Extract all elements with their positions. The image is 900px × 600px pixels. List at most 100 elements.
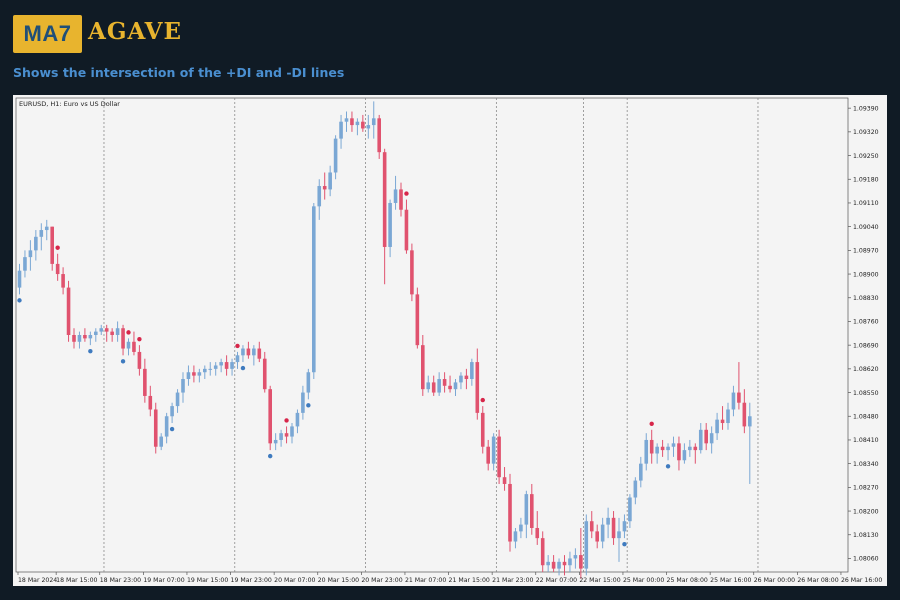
candle-body: [377, 118, 381, 153]
candle-body: [371, 118, 376, 126]
candle-body: [611, 517, 616, 539]
candle-body: [72, 335, 76, 342]
candle-body: [301, 392, 305, 413]
candlestick-chart[interactable]: EURUSD, H1: Euro vs US Dollar 1.093901.0…: [13, 95, 887, 586]
price-axis: 1.09390 1.09320 1.09250 1.09180 1.09110 1.090…: [848, 105, 879, 563]
time-tick-label: 20 Mar 07:00: [274, 577, 315, 584]
brand-badge-text: MA7: [23, 21, 72, 46]
brand-badge: MA7: [13, 15, 82, 53]
candle-body: [192, 372, 196, 376]
candle-body: [530, 494, 534, 528]
candle-body: [480, 412, 485, 447]
candle-body: [491, 436, 496, 464]
price-tick-label: 1.09110: [853, 200, 879, 207]
time-tick-label: 26 Mar 16:00: [841, 577, 882, 584]
candle-body: [382, 152, 387, 247]
time-tick-label: 18 Mar 2024: [18, 577, 57, 584]
candle-body: [649, 439, 654, 454]
candle-body: [224, 362, 229, 369]
candle-body: [235, 355, 240, 363]
candle-body: [453, 382, 458, 390]
signal-dot-up: [268, 453, 273, 459]
time-tick-label: 26 Mar 00:00: [754, 577, 795, 584]
candle-body: [426, 382, 431, 390]
candle-body: [339, 121, 343, 139]
candle-body: [273, 439, 278, 444]
candle-body: [317, 186, 322, 207]
candle-body: [731, 392, 736, 410]
price-tick-label: 1.08760: [853, 319, 879, 326]
signal-dot-down: [235, 343, 240, 349]
candle-body: [606, 517, 610, 525]
candle-body: [17, 270, 22, 288]
price-tick-label: 1.08970: [853, 248, 879, 255]
candle-body: [486, 446, 490, 464]
candle-body: [742, 402, 747, 427]
candle-body: [295, 412, 300, 427]
price-chart[interactable]: EURUSD, H1: Euro vs US Dollar 1.09390 1.0…: [13, 95, 887, 586]
day-separators: [103, 98, 759, 572]
page-subtitle: Shows the intersection of the +DI and -D…: [13, 65, 345, 80]
signal-dot-down: [55, 245, 60, 250]
candle-body: [159, 436, 163, 447]
candle-body: [290, 426, 294, 437]
candle-body: [175, 392, 180, 407]
candle-body: [622, 521, 627, 532]
candle-body: [77, 335, 82, 342]
candle-body: [230, 362, 234, 369]
candle-body: [617, 531, 621, 539]
price-tick-label: 1.08620: [853, 366, 879, 373]
candle-body: [633, 480, 638, 498]
signal-dot-down: [126, 330, 131, 335]
candle-body: [143, 368, 147, 396]
candle-body: [132, 341, 136, 352]
candle-body: [431, 382, 436, 393]
price-tick-label: 1.08200: [853, 508, 879, 515]
candle-body: [404, 209, 409, 251]
candle-body: [709, 433, 714, 444]
candle-body: [502, 477, 507, 484]
signal-dot-up: [88, 348, 93, 354]
candle-body: [39, 230, 44, 237]
candle-body: [170, 406, 174, 417]
brand-name: AGAVE: [88, 18, 183, 45]
candle-body: [715, 419, 719, 434]
candle-body: [421, 345, 425, 390]
candle-body: [475, 362, 480, 413]
price-tick-label: 1.09040: [853, 224, 879, 231]
candle-body: [589, 521, 594, 532]
candle-body: [698, 429, 703, 451]
signal-dot-down: [649, 421, 654, 426]
candle-body: [126, 341, 131, 349]
candle-body: [99, 328, 104, 332]
signal-dot-up: [306, 403, 311, 408]
candle-body: [262, 358, 267, 390]
candles: [17, 101, 752, 579]
candle-body: [153, 409, 158, 447]
candle-body: [366, 125, 371, 129]
time-tick-label: 25 Mar 08:00: [667, 577, 708, 584]
signal-dot-up: [240, 365, 246, 371]
candle-body: [333, 138, 338, 173]
candle-body: [306, 372, 311, 393]
candle-body: [257, 348, 262, 359]
candle-body: [584, 521, 589, 569]
price-tick-label: 1.08130: [853, 532, 879, 539]
time-tick-label: 25 Mar 16:00: [710, 577, 751, 584]
candle-body: [393, 189, 398, 203]
candle-body: [628, 497, 632, 522]
candle-body: [595, 531, 599, 542]
candle-body: [88, 335, 93, 339]
signal-dot-up: [17, 298, 22, 303]
candle-body: [410, 250, 414, 295]
candle-body: [110, 331, 114, 335]
signal-dot-down: [480, 397, 485, 403]
time-tick-label: 18 Mar 23:00: [100, 577, 141, 584]
signal-dot-up: [665, 464, 671, 469]
price-tick-label: 1.08270: [853, 485, 879, 492]
candle-body: [23, 257, 27, 271]
candle-body: [203, 368, 207, 373]
candle-body: [671, 443, 676, 447]
symbol-label: EURUSD, H1: Euro vs US Dollar: [19, 100, 120, 108]
candle-body: [464, 375, 469, 380]
